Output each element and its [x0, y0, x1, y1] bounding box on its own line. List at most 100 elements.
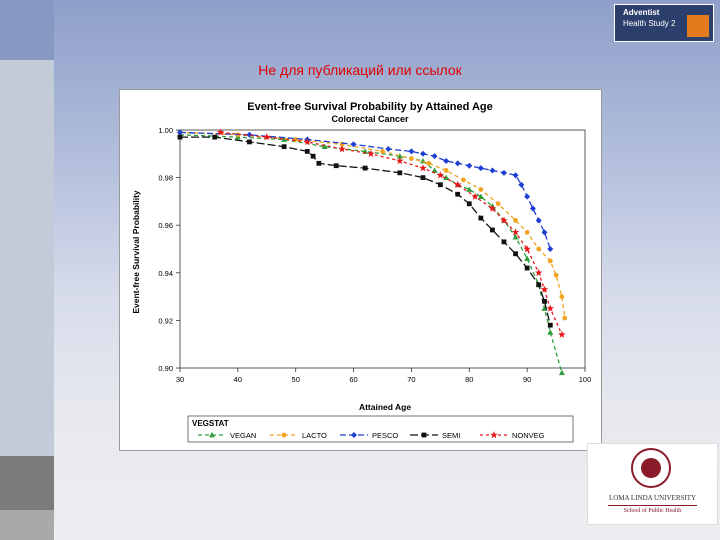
legend-marker-pesco	[351, 432, 357, 438]
logo-line2: Health Study 2	[623, 19, 676, 28]
y-tick-label: 1.00	[158, 126, 173, 135]
data-point-nonveg	[500, 216, 508, 224]
legend-label-semi: SEMI	[442, 431, 460, 440]
slide-title: Не для публикаций или ссылок	[258, 62, 462, 78]
data-point-pesco	[541, 229, 548, 236]
legend-label-nonveg: NONVEG	[512, 431, 545, 440]
logo-emblem	[687, 15, 709, 37]
legend-marker-semi	[421, 432, 427, 438]
left-decor-block-lower	[0, 510, 54, 540]
data-point-semi	[247, 139, 252, 145]
logo-line1: Adventist	[623, 8, 660, 17]
series-line-lacto	[179, 131, 566, 319]
data-point-lacto	[461, 177, 466, 183]
left-decor-strip	[0, 0, 54, 540]
legend-label-vegan: VEGAN	[230, 431, 256, 440]
data-point-semi	[466, 201, 472, 207]
data-point-pesco	[177, 129, 183, 136]
data-point-vegan	[466, 186, 473, 192]
data-point-pesco	[350, 141, 357, 148]
data-point-pesco	[489, 167, 496, 174]
survival-chart: Event-free Survival Probability by Attai…	[131, 101, 592, 443]
legend-marker-nonveg	[490, 431, 498, 439]
data-point-semi	[281, 144, 287, 150]
data-point-semi	[420, 175, 426, 180]
data-point-vegan	[443, 174, 450, 180]
x-tick-label: 30	[176, 375, 184, 384]
legend-title: VEGSTAT	[192, 419, 229, 428]
data-point-nonveg	[338, 145, 346, 153]
data-point-semi	[304, 149, 310, 154]
data-point-semi	[524, 265, 530, 271]
data-point-pesco	[501, 169, 507, 176]
data-point-pesco	[385, 146, 392, 153]
data-point-lacto	[409, 156, 414, 161]
data-point-lacto	[478, 187, 484, 192]
data-point-semi	[437, 182, 443, 188]
data-point-pesco	[477, 165, 484, 172]
data-point-nonveg	[216, 128, 225, 136]
x-tick-label: 70	[407, 375, 415, 384]
data-point-semi	[513, 251, 518, 257]
data-point-semi	[310, 153, 316, 159]
data-point-pesco	[524, 193, 531, 200]
data-point-nonveg	[396, 157, 404, 165]
series-line-nonveg	[220, 131, 563, 335]
legend-marker-vegan	[209, 432, 215, 438]
x-tick-label: 100	[579, 375, 592, 384]
university-seal-icon	[631, 448, 671, 488]
chart-frame: Event-free Survival Probability by Attai…	[119, 89, 602, 451]
x-axis-label: Attained Age	[359, 402, 411, 412]
data-point-nonveg	[488, 204, 497, 212]
x-tick-label: 40	[234, 375, 242, 384]
data-point-lacto	[513, 218, 518, 223]
data-point-semi	[490, 227, 495, 233]
left-decor-block	[0, 456, 54, 510]
data-point-semi	[362, 165, 368, 171]
data-point-pesco	[466, 162, 473, 169]
series-nonveg	[216, 128, 566, 338]
legend-label-lacto: LACTO	[302, 431, 327, 440]
legend-marker-lacto	[281, 432, 287, 438]
data-point-vegan	[477, 193, 484, 200]
data-point-pesco	[535, 217, 542, 224]
logo-divider	[608, 505, 697, 506]
data-point-vegan	[547, 329, 554, 335]
x-tick-label: 50	[292, 375, 300, 384]
data-point-lacto	[559, 294, 565, 299]
data-point-nonveg	[419, 164, 427, 172]
data-point-nonveg	[303, 138, 311, 146]
data-point-lacto	[547, 258, 553, 264]
data-point-lacto	[380, 149, 385, 154]
data-point-semi	[177, 134, 183, 140]
university-name: LOMA LINDA UNIVERSITY	[608, 494, 697, 502]
university-school: School of Public Health	[623, 508, 682, 514]
y-tick-label: 0.96	[158, 221, 173, 230]
x-tick-label: 90	[523, 375, 531, 384]
data-point-nonveg	[263, 133, 271, 141]
data-point-semi	[316, 160, 322, 166]
data-point-semi	[455, 191, 461, 197]
data-point-pesco	[420, 150, 426, 157]
data-point-vegan	[524, 255, 531, 261]
data-point-nonveg	[454, 180, 462, 188]
loma-linda-university-logo: LOMA LINDA UNIVERSITY School of Public H…	[587, 443, 718, 525]
data-point-pesco	[529, 205, 536, 212]
legend-box	[187, 415, 574, 443]
data-point-pesco	[512, 172, 519, 179]
legend-label-pesco: PESCO	[372, 431, 398, 440]
adventist-health-study-logo: Adventist Health Study 2	[614, 4, 714, 42]
data-point-semi	[501, 239, 507, 245]
chart-subtitle: Colorectal Cancer	[331, 114, 409, 124]
left-decor-top	[0, 0, 54, 60]
data-point-lacto	[293, 137, 299, 142]
data-point-semi	[212, 134, 218, 140]
data-point-vegan	[321, 143, 328, 150]
y-tick-label: 0.92	[158, 316, 173, 325]
y-axis-label: Event-free Survival Probability	[131, 190, 141, 314]
data-point-vegan	[396, 153, 403, 159]
plot-area	[179, 129, 586, 369]
data-point-lacto	[562, 315, 568, 321]
data-point-nonveg	[367, 149, 375, 157]
chart-title: Event-free Survival Probability by Attai…	[247, 101, 493, 113]
